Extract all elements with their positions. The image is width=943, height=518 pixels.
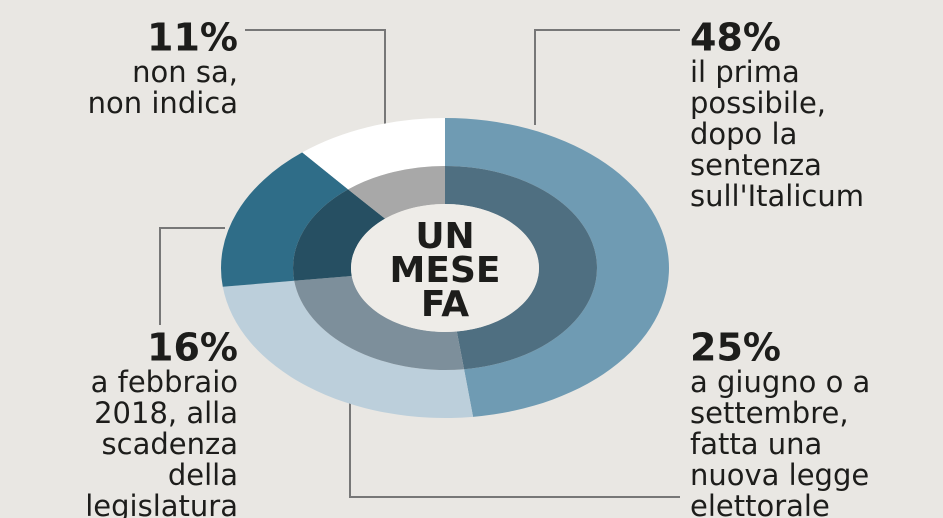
category-label: della bbox=[168, 458, 238, 492]
category-label: settembre, bbox=[690, 396, 849, 430]
category-label: non sa, bbox=[132, 55, 238, 89]
category-label: dopo la bbox=[690, 117, 797, 151]
category-label: sentenza bbox=[690, 148, 822, 182]
leader-line bbox=[245, 29, 386, 150]
category-label: possibile, bbox=[690, 86, 826, 120]
value-label: 48% bbox=[690, 16, 781, 60]
category-label: legislatura bbox=[85, 489, 238, 518]
donut-inner-segment bbox=[293, 189, 386, 281]
value-label: 25% bbox=[690, 326, 781, 370]
category-label: nuova legge bbox=[690, 458, 869, 492]
donut-inner-segment bbox=[348, 166, 445, 219]
category-label: elettorale bbox=[690, 489, 830, 518]
donut-hole bbox=[351, 204, 539, 332]
category-label: a giugno o a bbox=[690, 365, 870, 399]
category-label: a febbraio bbox=[91, 365, 238, 399]
value-label: 16% bbox=[147, 326, 238, 370]
category-label: il prima bbox=[690, 55, 800, 89]
value-label: 11% bbox=[147, 16, 238, 60]
category-label: fatta una bbox=[690, 427, 822, 461]
leader-line bbox=[349, 395, 680, 498]
donut-inner-segment bbox=[445, 166, 598, 370]
donut-segment bbox=[302, 118, 445, 190]
leader-line bbox=[534, 29, 680, 125]
category-label: scadenza bbox=[102, 427, 238, 461]
donut-segment bbox=[222, 280, 474, 419]
donut-segment bbox=[445, 118, 670, 417]
category-label: sull'Italicum bbox=[690, 179, 864, 213]
category-label: 2018, alla bbox=[94, 396, 238, 430]
donut-segment bbox=[221, 152, 349, 287]
donut-inner-segment bbox=[294, 276, 465, 370]
center-label: UN bbox=[415, 216, 474, 257]
leader-line bbox=[159, 227, 225, 325]
center-label: MESE bbox=[390, 250, 501, 291]
category-label: non indica bbox=[88, 86, 238, 120]
center-label: FA bbox=[421, 284, 469, 325]
